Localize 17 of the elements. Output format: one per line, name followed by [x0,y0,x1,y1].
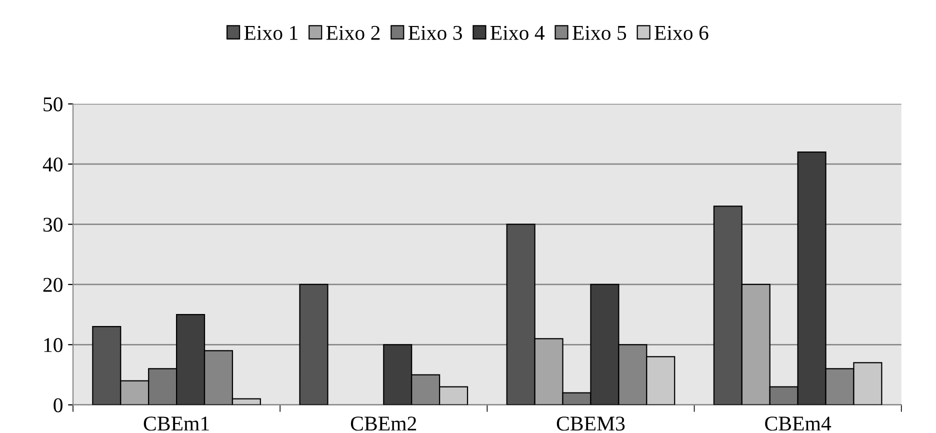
y-tick-label: 0 [54,398,62,412]
legend-label: Eixo 6 [654,26,708,40]
bar [299,284,328,405]
legend-label: Eixo 5 [572,26,626,40]
legend-label: Eixo 3 [408,26,462,40]
y-tick-label: 10 [44,338,62,352]
x-tick-label: CBEm1 [144,416,209,431]
x-tick-label: CBEM3 [556,416,625,431]
legend-label: Eixo 2 [326,26,380,40]
y-tick-label: 40 [42,157,62,172]
y-tick-label: 30 [43,218,62,232]
x-tick-label: CBEm4 [765,416,832,431]
y-tick-label: 50 [44,97,62,112]
legend-label: Eixo 4 [490,26,545,40]
legend-label: Eixo 1 [244,26,298,40]
y-tick-label: 20 [43,278,62,292]
x-tick-label: CBEm2 [350,416,416,431]
